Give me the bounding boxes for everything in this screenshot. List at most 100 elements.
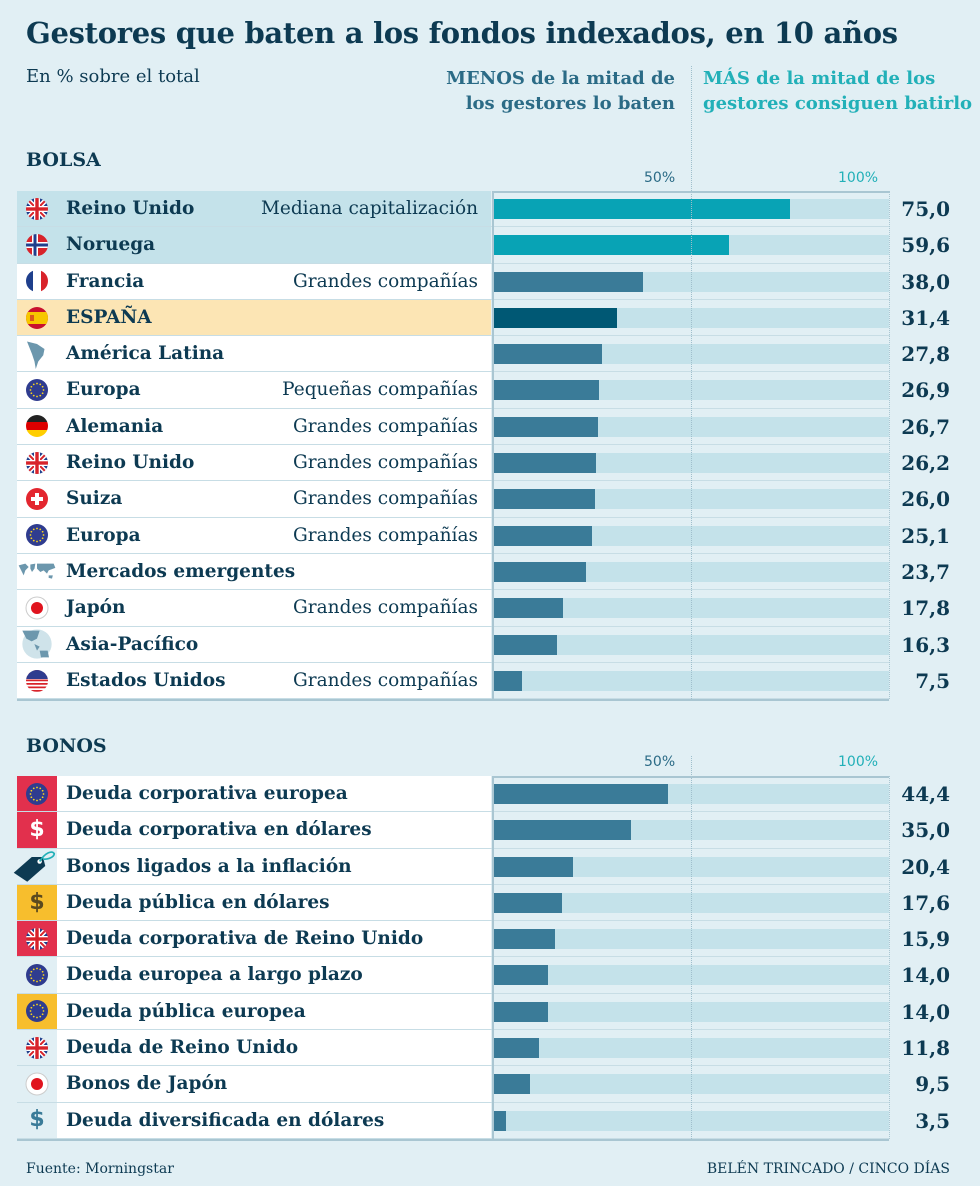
- row-label-cell: [17, 263, 491, 299]
- data-label: 3,5: [915, 1108, 950, 1133]
- data-label: 9,5: [915, 1072, 950, 1097]
- bar: [492, 929, 556, 950]
- bar: [492, 892, 562, 913]
- data-label: 35,0: [901, 818, 950, 843]
- table-row: $ Deuda pública en dólares 17,6: [17, 884, 950, 922]
- table-row: Deuda europea a largo plazo 14,0: [17, 957, 950, 994]
- data-label: 25,1: [901, 523, 950, 548]
- dollar-icon: $: [17, 1102, 57, 1138]
- japan-flag-icon: [17, 590, 57, 625]
- chart-subtitle: En % sobre el total: [26, 66, 200, 87]
- row-label-cell: [17, 590, 491, 626]
- table-row: ESPAÑA 31,4: [17, 299, 950, 337]
- eu-flag-icon: [17, 372, 57, 407]
- world-map-icon: [17, 554, 57, 589]
- row-label-cell: [17, 227, 491, 263]
- row-label-cell: [17, 191, 491, 227]
- legend-more-than-half: MÁS de la mitad de los gestores consigue…: [703, 68, 973, 114]
- bar: [492, 489, 596, 510]
- data-label: 38,0: [901, 269, 950, 294]
- table-row: Europa Pequeñas compañías 26,9: [17, 372, 950, 409]
- row-name: Estados Unidos: [66, 669, 226, 691]
- data-label: 59,6: [901, 233, 950, 258]
- table-row: Reino Unido Mediana capitalización 75,0: [17, 191, 950, 228]
- row-name: Reino Unido: [66, 452, 195, 474]
- eu-flag-icon: [17, 957, 57, 993]
- table-row: Asia-Pacífico 16,3: [17, 626, 950, 663]
- row-name: Noruega: [66, 234, 156, 256]
- row-name: Deuda de Reino Unido: [66, 1037, 299, 1059]
- data-label: 26,9: [901, 378, 950, 403]
- data-label: 14,0: [901, 963, 950, 988]
- table-bottom-line: [17, 1139, 889, 1141]
- row-label-cell: [17, 445, 491, 481]
- row-label-cell: [17, 993, 491, 1030]
- bar: [492, 1038, 539, 1059]
- bar: [492, 965, 548, 986]
- latin-america-map-icon: [17, 336, 57, 371]
- bar: [492, 271, 643, 292]
- table-row: Deuda de Reino Unido 11,8: [17, 1030, 950, 1067]
- table-row: Alemania Grandes compañías 26,7: [17, 408, 950, 446]
- table-row: Noruega 59,6: [17, 227, 950, 264]
- gridline-50: [690, 66, 692, 700]
- row-name: Deuda corporativa en dólares: [66, 819, 372, 841]
- bar: [492, 344, 603, 365]
- row-subcategory: Grandes compañías: [293, 669, 478, 691]
- row-name: Reino Unido: [66, 198, 195, 219]
- data-label: 20,4: [901, 854, 950, 879]
- row-subcategory: Grandes compañías: [293, 524, 478, 546]
- bar: [492, 416, 598, 437]
- tick-label-100: 100%: [838, 170, 879, 186]
- row-label-cell: [17, 408, 491, 445]
- norway-flag-icon: [17, 227, 57, 262]
- table-row: Bonos ligados a la inflación 20,4: [13, 848, 950, 885]
- dollar-icon: $: [17, 812, 57, 848]
- row-label-cell: [17, 662, 491, 699]
- data-label: 27,8: [901, 342, 950, 367]
- bar: [492, 1074, 530, 1095]
- bar: [492, 634, 557, 655]
- row-subcategory: Mediana capitalización: [260, 198, 478, 219]
- data-label: 17,8: [901, 596, 950, 621]
- row-label-cell: [17, 921, 491, 957]
- table-row: Bonos de Japón 9,5: [17, 1066, 950, 1103]
- table-row: Deuda corporativa europea 44,4: [17, 776, 950, 813]
- row-subcategory: Grandes compañías: [293, 597, 478, 619]
- bar: [492, 1110, 506, 1131]
- row-name: Bonos de Japón: [66, 1073, 228, 1095]
- bar: [492, 670, 522, 691]
- row-subcategory: Grandes compañías: [293, 415, 478, 437]
- eu-flag-icon: [17, 776, 57, 812]
- data-label: 23,7: [901, 559, 950, 584]
- row-label-cell: [17, 848, 491, 884]
- bar: [492, 199, 790, 219]
- data-label: 16,3: [901, 632, 950, 657]
- gridline-100: [889, 776, 890, 1139]
- row-name: Alemania: [66, 415, 164, 437]
- table-row: Europa Grandes compañías 25,1: [17, 517, 950, 554]
- gridline-50: [690, 756, 692, 1139]
- row-name: Europa: [66, 524, 141, 546]
- bar: [492, 856, 573, 877]
- row-subcategory: Pequeñas compañías: [282, 379, 478, 401]
- data-label: 11,8: [901, 1036, 950, 1061]
- bar: [492, 525, 592, 546]
- table-row: América Latina 27,8: [17, 336, 950, 373]
- data-label: 26,0: [901, 487, 950, 512]
- price-tag-icon: [13, 848, 57, 884]
- axis-top-line: [492, 776, 889, 778]
- row-name: ESPAÑA: [66, 306, 152, 328]
- table-bottom-line: [17, 699, 889, 702]
- row-name: Mercados emergentes: [66, 560, 296, 582]
- data-label: 26,2: [901, 451, 950, 476]
- row-label-cell: [17, 553, 491, 590]
- data-label: 14,0: [901, 999, 950, 1024]
- row-name: Suiza: [66, 488, 123, 510]
- chart-title: Gestores que baten a los fondos indexado…: [26, 16, 898, 50]
- asia-pacific-map-icon: [17, 627, 57, 662]
- bolsa-rows: Reino Unido Mediana capitalización 75,0 Nor…: [17, 191, 950, 700]
- switzerland-flag-icon: [17, 481, 57, 516]
- tick-label-50: 50%: [644, 170, 676, 186]
- table-row: Estados Unidos Grandes compañías 7,5: [17, 662, 950, 700]
